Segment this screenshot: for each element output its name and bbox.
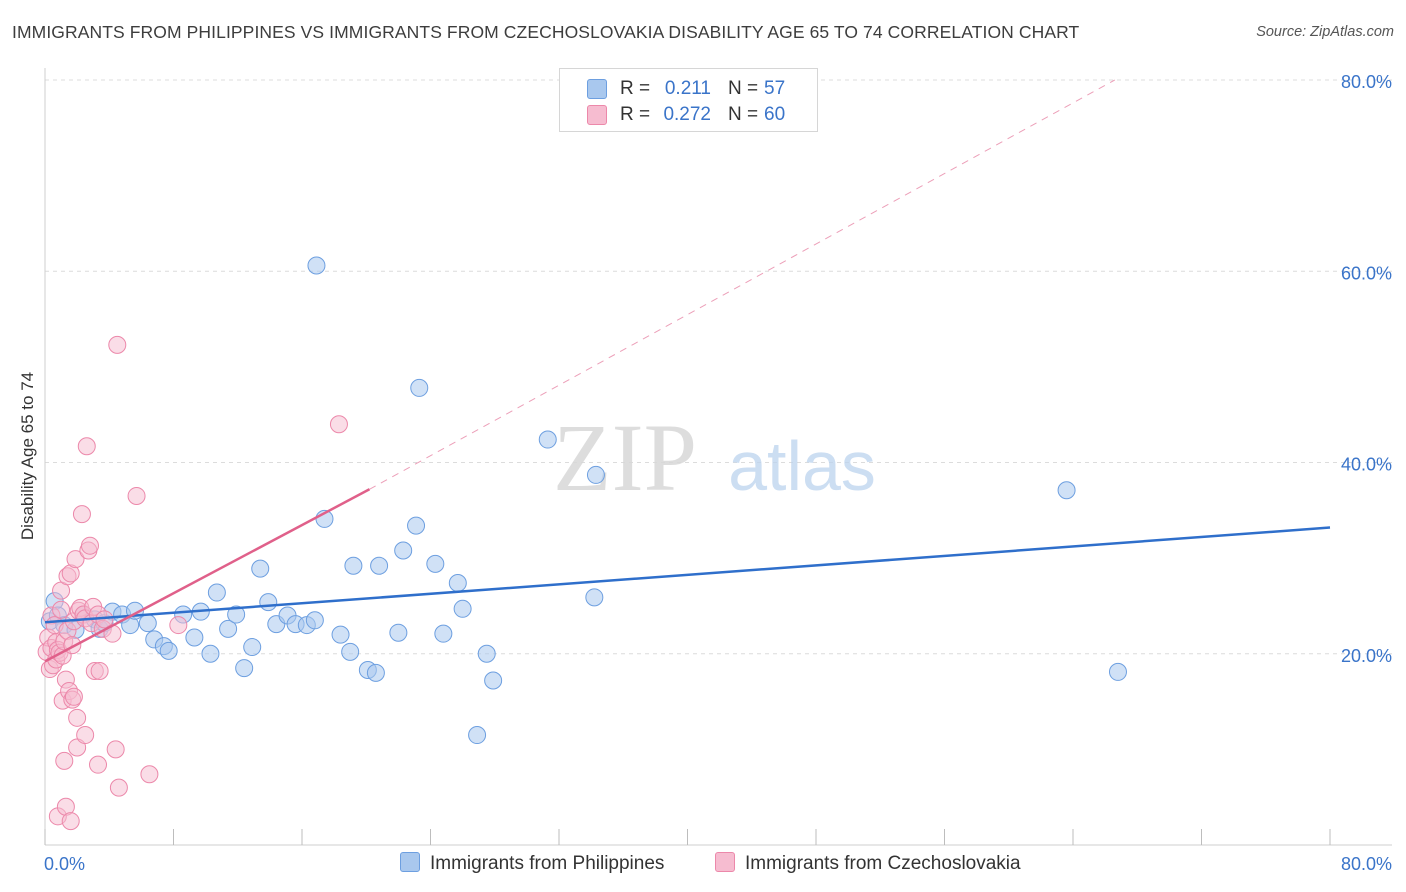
point-philippines xyxy=(185,628,204,647)
point-philippines xyxy=(389,623,408,642)
x-tick-label: 80.0% xyxy=(1341,854,1392,874)
point-philippines xyxy=(251,559,270,578)
legend-r-label: R = xyxy=(620,78,651,99)
y-tick-label: 40.0% xyxy=(1341,455,1392,475)
point-philippines xyxy=(453,599,472,618)
point-philippines xyxy=(477,644,496,663)
watermark-atlas: atlas xyxy=(728,427,876,505)
legend-row-czechoslovakia: R = 0.272 N = 60 xyxy=(560,102,815,126)
point-czechoslovakia xyxy=(140,765,159,784)
bottom-legend-philippines: Immigrants from Philippines xyxy=(400,852,664,875)
point-czechoslovakia xyxy=(90,661,109,680)
tick-labels: 20.0% 40.0% 60.0% 80.0% 0.0% 80.0% xyxy=(44,72,1392,874)
point-philippines xyxy=(207,583,226,602)
y-axis-label: Disability Age 65 to 74 xyxy=(18,372,37,540)
point-philippines xyxy=(448,573,467,592)
point-czechoslovakia xyxy=(77,437,96,456)
point-philippines xyxy=(227,605,246,624)
point-czechoslovakia xyxy=(127,486,146,505)
point-philippines xyxy=(434,624,453,643)
legend-swatch-pink xyxy=(587,105,607,125)
point-philippines xyxy=(484,671,503,690)
bottom-legend-label: Immigrants from Philippines xyxy=(430,853,665,874)
legend-n-value: 60 xyxy=(764,104,786,125)
point-philippines xyxy=(307,256,326,275)
point-czechoslovakia xyxy=(64,687,83,706)
point-czechoslovakia xyxy=(68,708,87,727)
point-czechoslovakia xyxy=(109,778,128,797)
point-philippines xyxy=(538,430,557,449)
watermark: ZIP atlas xyxy=(553,404,876,511)
point-philippines xyxy=(1057,481,1076,500)
legend: R = 0.211 N = 57 R = 0.272 N = 60 xyxy=(559,68,818,132)
trend-extension-czechoslovakia xyxy=(369,79,1116,490)
point-philippines xyxy=(235,659,254,678)
point-philippines xyxy=(138,614,157,633)
chart-source: Source: ZipAtlas.com xyxy=(1256,24,1394,40)
legend-r-value: 0.211 xyxy=(664,78,711,99)
legend-n-value: 57 xyxy=(764,78,786,99)
point-czechoslovakia xyxy=(169,616,188,635)
point-czechoslovakia xyxy=(52,600,71,619)
point-philippines xyxy=(370,556,389,575)
y-tick-label: 20.0% xyxy=(1341,646,1392,666)
point-philippines xyxy=(305,611,324,630)
trend-lines xyxy=(44,79,1331,663)
bottom-legend-swatch-blue xyxy=(400,852,420,872)
axes xyxy=(44,68,1392,846)
point-czechoslovakia xyxy=(89,755,108,774)
point-philippines xyxy=(344,556,363,575)
point-czechoslovakia xyxy=(80,536,99,555)
point-czechoslovakia xyxy=(108,335,127,354)
point-czechoslovakia xyxy=(61,812,80,831)
point-philippines xyxy=(394,541,413,560)
point-czechoslovakia xyxy=(66,550,85,569)
point-philippines xyxy=(586,465,605,484)
legend-n-label: N = xyxy=(728,104,759,125)
bottom-legend-czechoslovakia: Immigrants from Czechoslovakia xyxy=(715,852,1021,875)
point-czechoslovakia xyxy=(329,415,348,434)
chart-title: IMMIGRANTS FROM PHILIPPINES VS IMMIGRANT… xyxy=(12,22,1080,42)
point-philippines xyxy=(331,625,350,644)
legend-r-value: 0.272 xyxy=(663,104,711,125)
point-philippines xyxy=(201,644,220,663)
point-czechoslovakia xyxy=(76,726,95,745)
gridlines xyxy=(45,79,1392,655)
watermark-zip: ZIP xyxy=(553,404,697,511)
point-philippines xyxy=(1108,662,1127,681)
point-philippines xyxy=(366,663,385,682)
point-philippines xyxy=(243,638,262,657)
point-philippines xyxy=(219,619,238,638)
point-philippines xyxy=(585,588,604,607)
point-philippines xyxy=(468,726,487,745)
x-tick-label: 0.0% xyxy=(44,854,85,874)
point-philippines xyxy=(341,642,360,661)
bottom-legend-label: Immigrants from Czechoslovakia xyxy=(745,853,1021,874)
point-philippines xyxy=(259,593,278,612)
y-tick-label: 60.0% xyxy=(1341,263,1392,283)
bottom-legend-swatch-pink xyxy=(715,852,735,872)
point-philippines xyxy=(407,516,426,535)
y-tick-label: 80.0% xyxy=(1341,72,1392,92)
point-philippines xyxy=(426,554,445,573)
point-philippines xyxy=(410,378,429,397)
trend-line-czechoslovakia xyxy=(44,488,371,663)
legend-row-philippines: R = 0.211 N = 57 xyxy=(560,76,815,100)
trend-line-philippines xyxy=(44,526,1331,624)
legend-n-label: N = xyxy=(728,78,759,99)
legend-r-label: R = xyxy=(620,104,651,125)
point-philippines xyxy=(159,641,178,660)
point-czechoslovakia xyxy=(72,505,91,524)
point-czechoslovakia xyxy=(55,751,74,770)
point-czechoslovakia xyxy=(106,740,125,759)
legend-swatch-blue xyxy=(587,79,607,99)
